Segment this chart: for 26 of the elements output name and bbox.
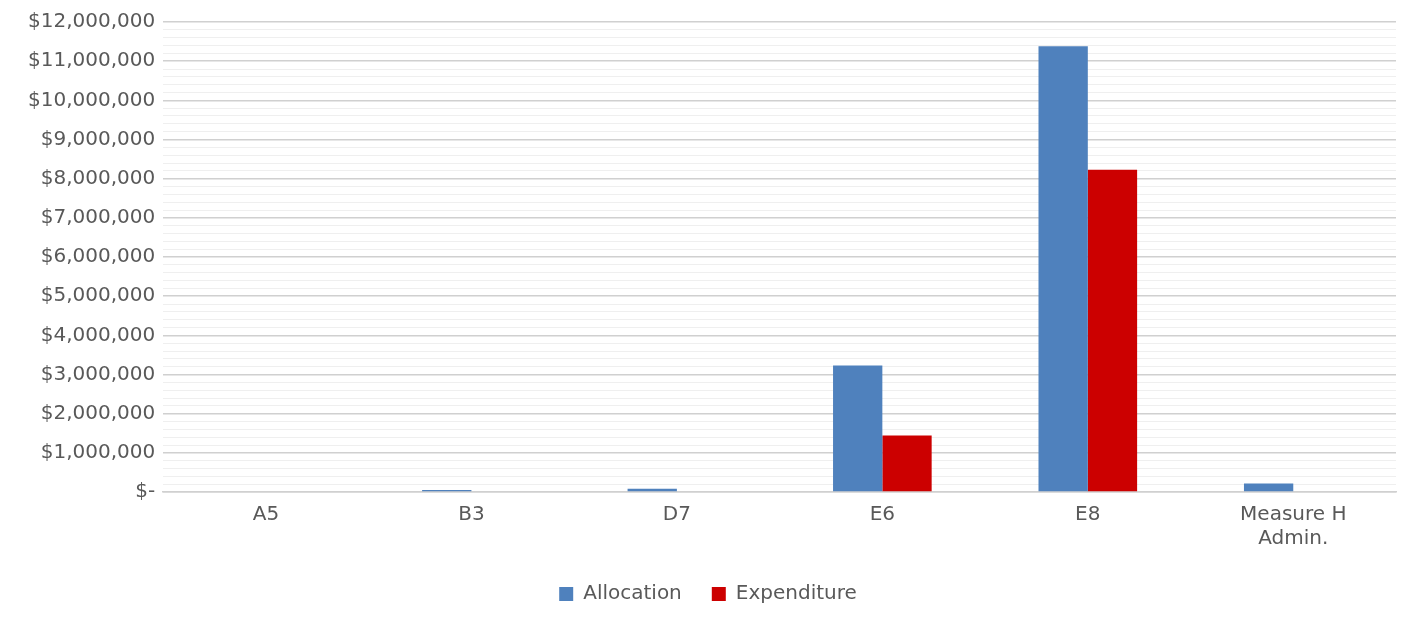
y-tick-label: $10,000,000 xyxy=(27,86,156,111)
bar xyxy=(833,365,883,492)
legend-label: Allocation xyxy=(583,580,682,605)
x-tick-label: E6 xyxy=(869,501,896,526)
y-tick-label: $8,000,000 xyxy=(40,164,156,189)
bar xyxy=(1243,483,1294,492)
bar xyxy=(1038,46,1088,492)
y-tick-label: $9,000,000 xyxy=(40,125,156,150)
x-tick-label: A5 xyxy=(252,501,280,526)
x-tick-label: D7 xyxy=(662,501,691,526)
y-tick-label: $7,000,000 xyxy=(40,204,156,229)
x-tick-label: Measure H Admin. xyxy=(1240,501,1347,550)
x-tick-label: E8 xyxy=(1075,501,1101,526)
bar xyxy=(882,435,932,492)
x-tick-label: B3 xyxy=(458,501,485,526)
y-tick-label: $5,000,000 xyxy=(40,282,156,307)
y-tick-label: $12,000,000 xyxy=(27,8,156,33)
y-tick-label: $11,000,000 xyxy=(27,47,156,72)
y-tick-label: $1,000,000 xyxy=(40,439,156,464)
y-tick-label: $6,000,000 xyxy=(40,243,156,268)
y-tick-label: $- xyxy=(135,478,156,503)
y-tick-label: $3,000,000 xyxy=(40,360,156,385)
y-tick-label: $2,000,000 xyxy=(40,399,156,424)
bar xyxy=(1087,169,1138,492)
legend-label: Expenditure xyxy=(735,580,857,605)
y-tick-label: $4,000,000 xyxy=(40,321,156,346)
